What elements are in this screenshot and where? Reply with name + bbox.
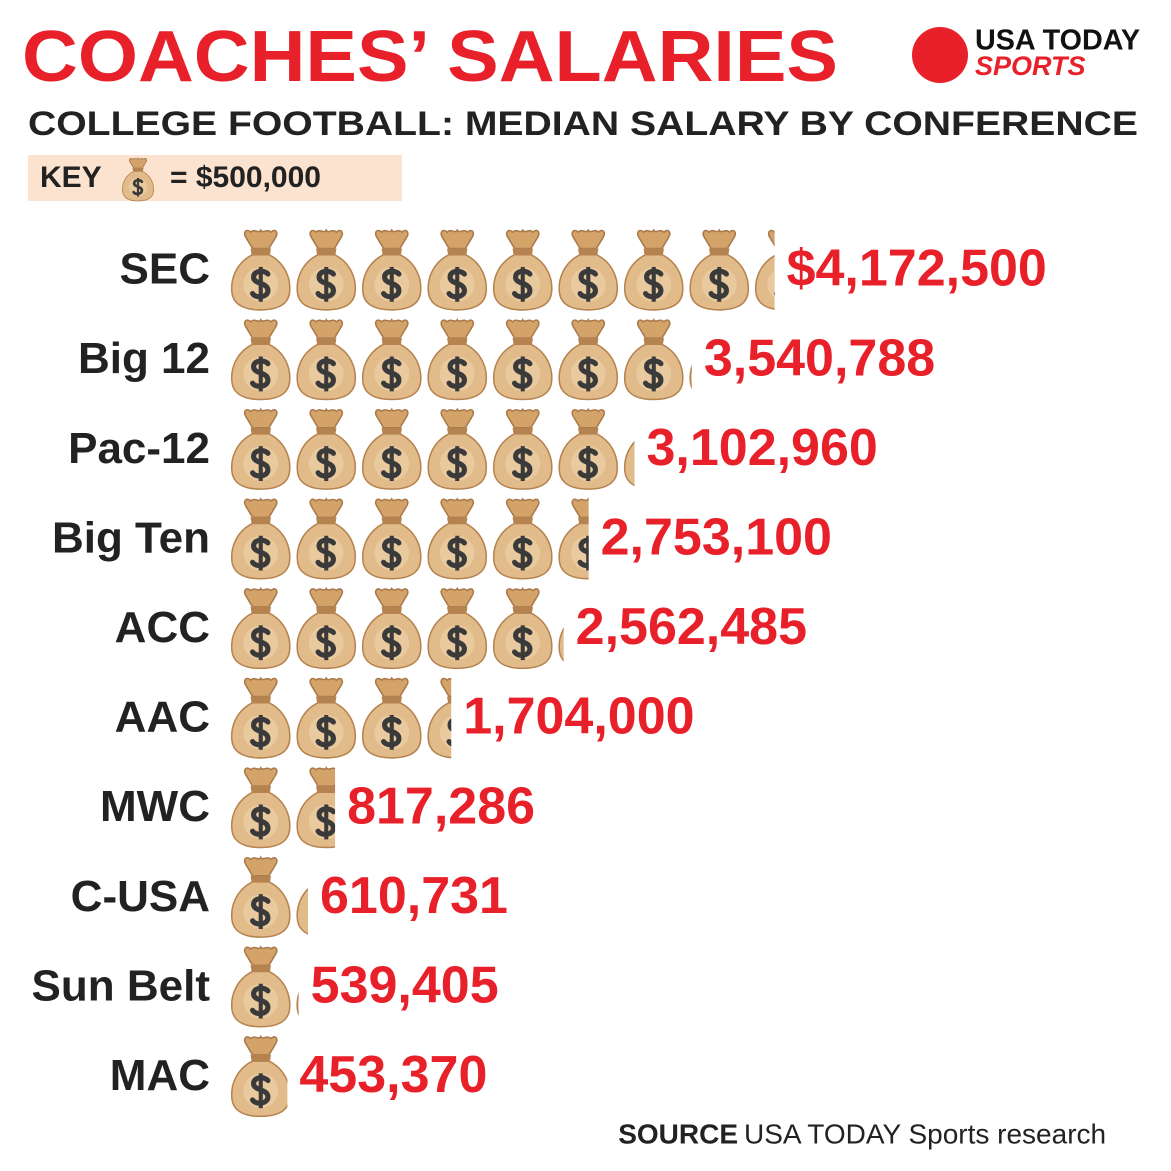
value-label: $4,172,500	[787, 240, 1047, 298]
value-label: 1,704,000	[463, 688, 694, 746]
key-box	[28, 155, 402, 201]
money-bag	[428, 320, 486, 400]
money-bag	[559, 320, 617, 400]
money-bag	[625, 230, 683, 310]
money-bag	[363, 230, 421, 310]
money-bag	[232, 947, 290, 1027]
money-bag	[363, 589, 421, 669]
money-bag	[297, 678, 355, 758]
category-label: Pac-12	[68, 424, 210, 473]
money-bag	[232, 857, 290, 937]
value-label: 2,753,100	[601, 509, 832, 567]
money-bag	[232, 1037, 290, 1117]
icon-bar	[232, 1037, 290, 1117]
money-bag	[428, 230, 486, 310]
value-label: 2,562,485	[576, 598, 807, 656]
money-bag	[297, 589, 355, 669]
value-label: 3,540,788	[704, 329, 935, 387]
category-label: Big Ten	[52, 513, 210, 562]
value-label: 3,102,960	[646, 419, 877, 477]
icon-bar	[232, 230, 814, 310]
money-bag	[232, 230, 290, 310]
icon-bar	[232, 768, 356, 848]
icon-bar	[232, 499, 618, 579]
money-bag	[494, 589, 552, 669]
money-bag	[297, 409, 355, 489]
money-bag	[559, 230, 617, 310]
source-label: SOURCE	[618, 1118, 738, 1149]
money-bag	[428, 589, 486, 669]
money-bag	[363, 678, 421, 758]
category-label: MWC	[100, 782, 210, 831]
money-bag	[297, 320, 355, 400]
chart-subtitle: COLLEGE FOOTBALL: MEDIAN SALARY BY CONFE…	[28, 105, 1138, 143]
category-label: Sun Belt	[32, 961, 211, 1010]
money-bag	[494, 499, 552, 579]
category-label: ACC	[115, 603, 210, 652]
money-bag	[232, 678, 290, 758]
money-bag	[428, 499, 486, 579]
money-bag	[297, 230, 355, 310]
money-bag	[494, 320, 552, 400]
money-bag	[625, 320, 683, 400]
logo-line1: USA TODAY	[975, 25, 1140, 57]
money-bag	[428, 409, 486, 489]
money-bag	[363, 499, 421, 579]
money-bag	[363, 320, 421, 400]
value-label: 453,370	[299, 1046, 487, 1104]
money-bag	[232, 409, 290, 489]
value-label: 817,286	[347, 777, 535, 835]
category-label: MAC	[110, 1051, 210, 1100]
logo-line2: SPORTS	[975, 51, 1086, 81]
money-bag	[494, 409, 552, 489]
icon-bar	[232, 589, 618, 669]
value-label: 539,405	[311, 957, 499, 1015]
money-bag	[232, 320, 290, 400]
chart-title: COACHES’ SALARIES	[22, 17, 838, 97]
key-label: KEY	[40, 161, 102, 194]
money-bag	[232, 768, 290, 848]
source-text: USA TODAY Sports research	[744, 1118, 1106, 1149]
money-bag	[559, 409, 617, 489]
category-label: SEC	[120, 245, 210, 294]
money-bag	[232, 589, 290, 669]
icon-bar	[232, 678, 487, 758]
money-bag	[690, 230, 748, 310]
logo-dot	[912, 27, 968, 83]
value-label: 610,731	[320, 867, 508, 925]
category-label: C-USA	[71, 872, 210, 921]
icon-bar	[232, 409, 683, 489]
key-unit: = $500,000	[170, 161, 321, 194]
icon-bar	[232, 320, 749, 400]
category-label: Big 12	[78, 334, 210, 383]
category-label: AAC	[115, 693, 210, 742]
money-bag	[494, 230, 552, 310]
money-bag	[232, 499, 290, 579]
money-bag	[363, 409, 421, 489]
money-bag	[297, 499, 355, 579]
